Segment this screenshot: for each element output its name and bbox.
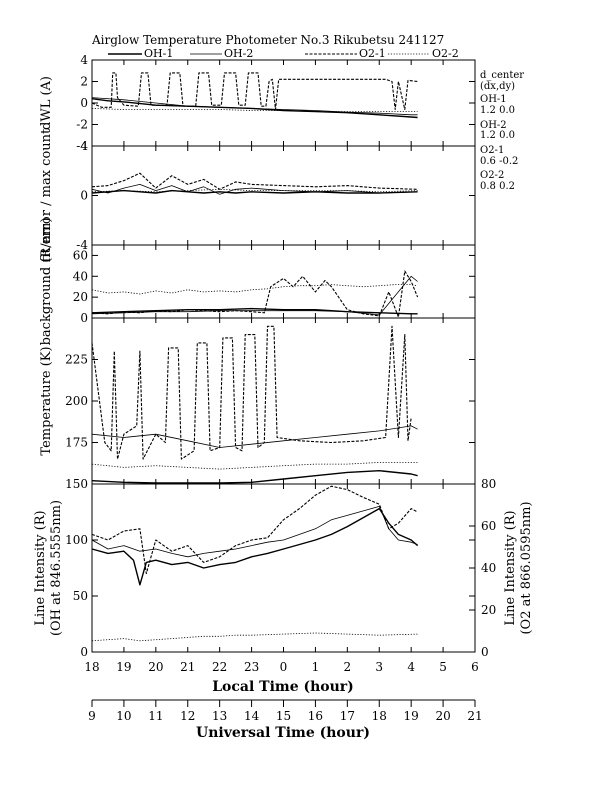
panel-4-ytick-r-label: 60 (481, 519, 496, 533)
series-oh-1-panel-3 (91, 470, 418, 484)
lt-tick-label: 4 (407, 660, 415, 674)
lt-tick-label: 6 (471, 660, 479, 674)
panel-0-ylabel: dWL (A) (39, 76, 54, 130)
panel-0-ytick-label: 0 (80, 96, 88, 110)
lt-tick-label: 3 (375, 660, 383, 674)
panel-3-ytick-label: 225 (65, 353, 88, 367)
ut-tick-label: 12 (180, 709, 195, 723)
side-heading-dcenter: d_center (480, 70, 524, 81)
legend-label-oh-2: OH-2 (224, 47, 253, 60)
side-value-oh-2: 1.2 0.0 (480, 130, 515, 141)
panel-4-ylabel: Line Intensity (R) (33, 510, 48, 625)
lt-tick-label: 22 (212, 660, 227, 674)
ut-tick-label: 14 (244, 709, 260, 723)
series-oh-1-panel-0 (91, 98, 418, 119)
side-value-o2-1: 0.6 -0.2 (480, 156, 518, 167)
panel-4-ytick-r-label: 0 (481, 645, 489, 659)
side-label-oh-1: OH-1 (480, 94, 507, 105)
legend-label-oh-1: OH-1 (144, 47, 173, 60)
panel-4-ytick-r-label: 40 (481, 561, 496, 575)
lt-tick-label: 23 (244, 660, 259, 674)
panel-frame-3 (91, 317, 476, 485)
side-label-o2-1: O2-1 (480, 145, 504, 156)
series-oh-1-panel-2 (91, 307, 418, 315)
ut-tick-label: 19 (404, 709, 419, 723)
ut-tick-label: 17 (340, 709, 355, 723)
side-value-o2-2: 0.8 0.2 (480, 181, 515, 192)
side-heading-dxdy: (dx,dy) (480, 81, 515, 92)
ut-tick-label: 15 (276, 709, 291, 723)
series-o2-1-panel-0 (91, 72, 418, 111)
legend-label-o2-2: O2-2 (432, 47, 459, 60)
panel-4-ytick-r-label: 20 (481, 603, 496, 617)
series-oh-2-panel-1 (91, 183, 418, 195)
panel-frame-0 (91, 59, 476, 147)
series-o2-1-panel-1 (91, 172, 418, 190)
chart-title: Airglow Temperature Photometer No.3 Riku… (91, 33, 444, 47)
panel-2-ytick-label: 40 (73, 269, 88, 283)
lt-tick-label: 20 (148, 660, 163, 674)
panel-1-ytick-label: 4 (80, 139, 88, 153)
lt-tick-label: 21 (180, 660, 195, 674)
side-label-oh-2: OH-2 (480, 120, 507, 131)
panel-4-ylabel2: (OH at 846.5555nm) (49, 500, 64, 636)
panel-4-ytick-label: 150 (65, 477, 88, 491)
side-value-oh-1: 1.2 0.0 (480, 105, 515, 116)
panel-2-ytick-label: 0 (80, 311, 88, 325)
series-o2-1-panel-4 (91, 485, 418, 575)
lt-tick-label: 19 (116, 660, 131, 674)
lt-tick-label: 0 (280, 660, 288, 674)
series-oh-2-panel-3 (91, 425, 418, 448)
series-oh-1-panel-1 (91, 189, 418, 194)
panel-1-ytick-label: -4 (76, 238, 88, 252)
ut-tick-label: 18 (372, 709, 387, 723)
side-label-o2-2: O2-2 (480, 170, 504, 181)
panel-2-ytick-label: 20 (73, 290, 88, 304)
series-o2-2-panel-0 (91, 108, 418, 112)
panel-2-ytick-label: 60 (73, 248, 88, 262)
lt-axis-label: Local Time (hour) (212, 679, 354, 695)
panel-frame-1 (91, 145, 476, 246)
panel-4-ytick-label: 0 (80, 645, 88, 659)
panel-1-ytick-label: 0 (80, 189, 88, 203)
series-o2-1-panel-3 (91, 325, 412, 460)
panel-4-ylabel-right2: (O2 at 866.0595nm) (519, 501, 534, 634)
series-o2-2-panel-3 (91, 461, 418, 470)
legend-label-o2-1: O2-1 (359, 47, 386, 60)
ut-tick-label: 20 (435, 709, 450, 723)
panel-3-ytick-label: 175 (65, 436, 88, 450)
panel-0-ytick-label: -4 (76, 139, 88, 153)
panel-4-ytick-label: 100 (65, 533, 88, 547)
panel-0-ytick-label: 4 (80, 53, 88, 67)
ut-tick-label: 13 (212, 709, 227, 723)
panel-3-ylabel: Temperature (K) (39, 346, 54, 455)
panel-4-ytick-r-label: 80 (481, 477, 496, 491)
ut-tick-label: 9 (88, 709, 96, 723)
panel-0-ytick-label: -2 (76, 118, 88, 132)
series-o2-2-panel-4 (91, 632, 418, 642)
ut-tick-label: 11 (148, 709, 163, 723)
ut-tick-label: 16 (308, 709, 323, 723)
ut-axis-label: Universal Time (hour) (196, 725, 370, 741)
panel-0-ytick-label: 2 (80, 75, 88, 89)
panel-4-ytick-label: 50 (73, 589, 88, 603)
lt-tick-label: 18 (84, 660, 99, 674)
panel-2-ylabel: background (R/nm) (39, 218, 54, 346)
lt-tick-label: 5 (439, 660, 447, 674)
panel-frame-4 (91, 483, 476, 653)
series-o2-2-panel-2 (91, 284, 418, 295)
panel-1-ylabel: fit error / max count (39, 128, 54, 262)
ut-tick-label: 10 (116, 709, 131, 723)
ut-tick-label: 21 (467, 709, 482, 723)
series-oh-1-panel-4 (91, 507, 419, 586)
panel-4-ylabel-right: Line Intensity (R) (503, 510, 518, 625)
panel-3-ytick-label: 200 (65, 394, 88, 408)
series-oh-2-panel-0 (91, 97, 418, 116)
lt-tick-label: 1 (312, 660, 320, 674)
lt-tick-label: 2 (344, 660, 352, 674)
series-o2-1-panel-2 (91, 270, 419, 318)
